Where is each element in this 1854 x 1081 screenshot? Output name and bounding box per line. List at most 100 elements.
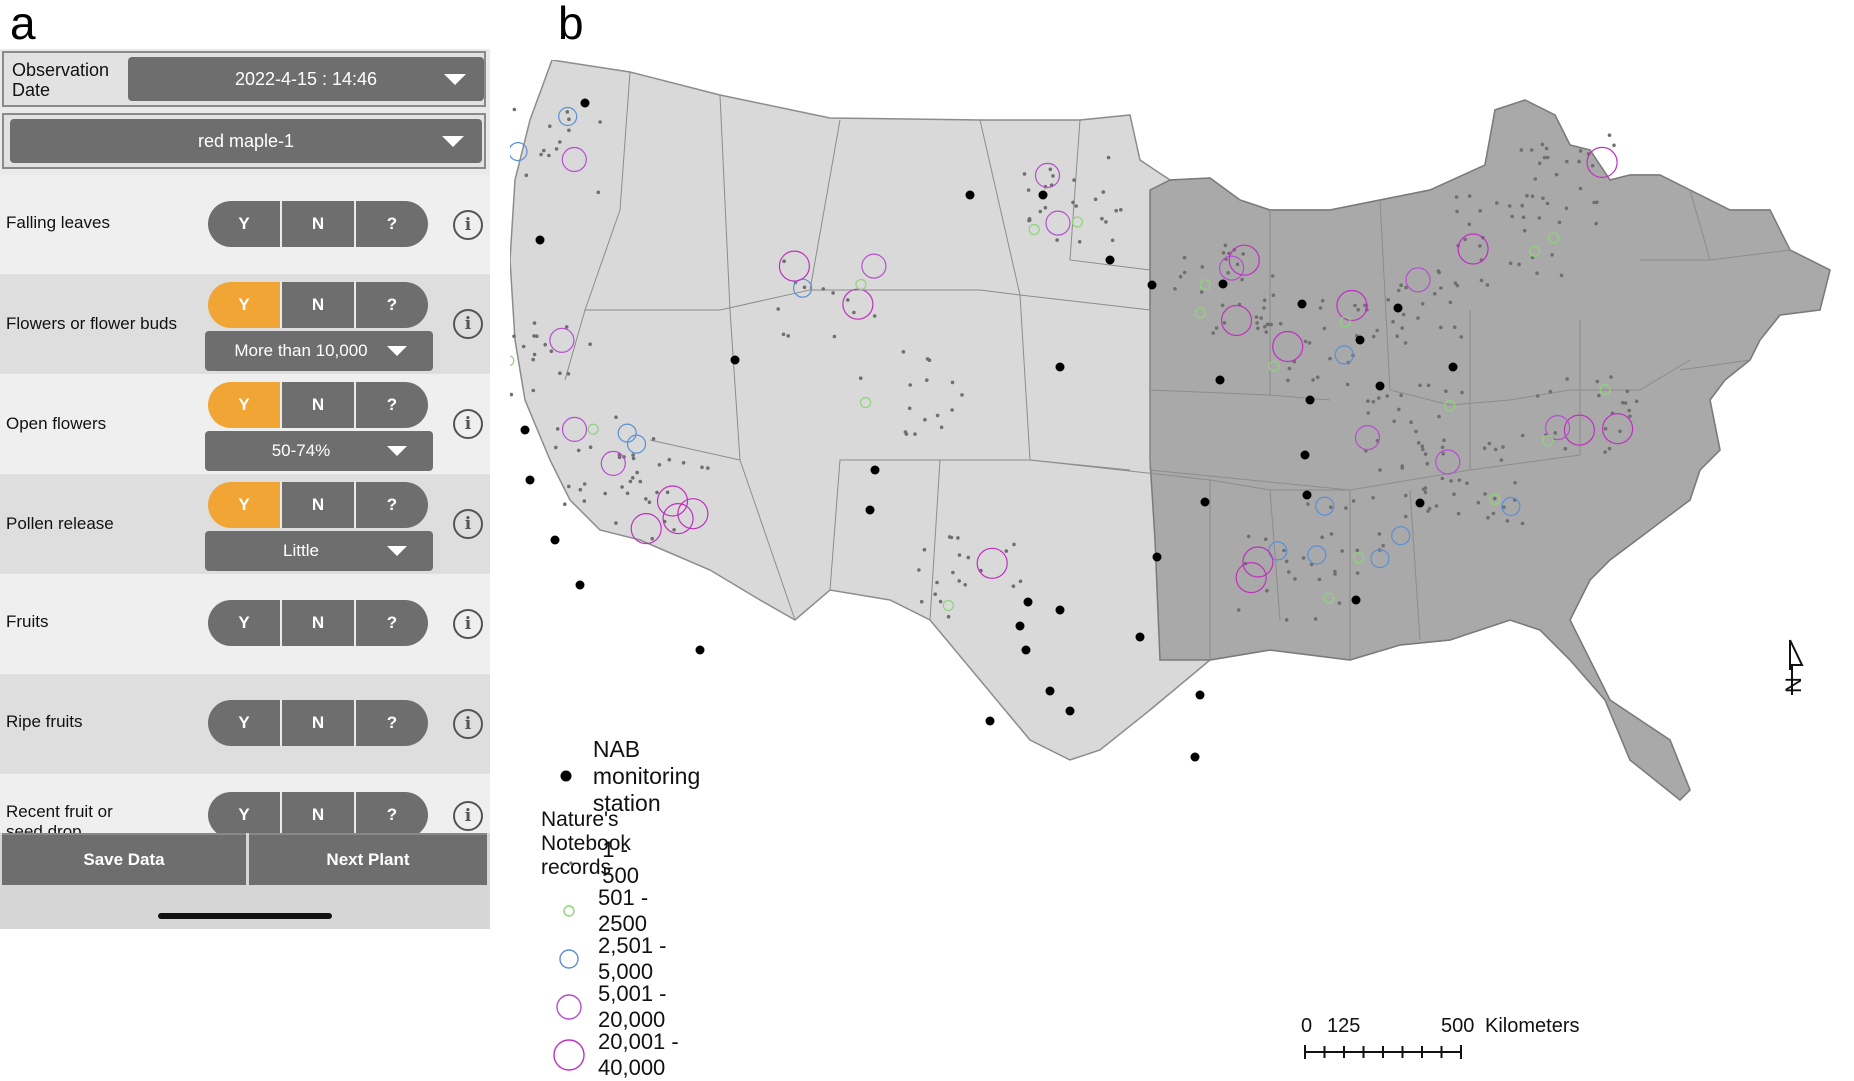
plant-dropdown[interactable]: red maple-1 — [10, 119, 482, 163]
record-point — [1311, 378, 1315, 382]
info-icon[interactable]: i — [453, 709, 483, 739]
nab-station-point — [866, 506, 875, 515]
record-point — [1272, 294, 1276, 298]
no-button[interactable]: N — [282, 282, 356, 328]
record-point — [1477, 501, 1481, 505]
info-icon[interactable]: i — [453, 210, 483, 240]
record-point — [1051, 174, 1055, 178]
observation-date-label: Observation Date — [12, 60, 122, 100]
record-point — [956, 536, 960, 540]
nab-station-point — [1056, 606, 1065, 615]
nab-station-point — [1153, 553, 1162, 562]
no-button[interactable]: N — [282, 201, 356, 247]
record-point — [1271, 274, 1275, 278]
record-point — [1285, 618, 1289, 622]
record-point — [1072, 178, 1076, 182]
no-button[interactable]: N — [282, 700, 356, 746]
record-point — [1595, 200, 1599, 204]
nab-station-point — [1376, 382, 1385, 391]
unknown-button[interactable]: ? — [356, 382, 428, 428]
info-icon[interactable]: i — [453, 509, 483, 539]
record-point — [1019, 580, 1023, 584]
record-point — [531, 358, 535, 362]
info-icon[interactable]: i — [453, 309, 483, 339]
record-point — [700, 466, 704, 470]
record-point — [1486, 516, 1490, 520]
record-point — [577, 449, 581, 453]
record-point — [786, 334, 790, 338]
unknown-button[interactable]: ? — [356, 700, 428, 746]
record-point — [513, 108, 517, 112]
record-point — [1240, 278, 1244, 282]
record-point — [629, 480, 633, 484]
phenophase-detail-dropdown[interactable]: Little — [205, 531, 433, 571]
info-icon[interactable]: i — [453, 801, 483, 831]
next-plant-button[interactable]: Next Plant — [249, 833, 487, 885]
yes-button[interactable]: Y — [208, 482, 282, 528]
record-point — [554, 446, 558, 450]
unknown-button[interactable]: ? — [356, 282, 428, 328]
record-point — [597, 191, 601, 195]
nab-station-point — [871, 466, 880, 475]
no-button[interactable]: N — [282, 382, 356, 428]
record-point — [533, 321, 537, 325]
record-point — [935, 581, 939, 585]
info-icon[interactable]: i — [453, 609, 483, 639]
no-button[interactable]: N — [282, 600, 356, 646]
yes-button[interactable]: Y — [208, 600, 282, 646]
record-point — [933, 592, 937, 596]
record-point — [1005, 549, 1009, 553]
no-button[interactable]: N — [282, 792, 356, 838]
save-data-button[interactable]: Save Data — [2, 833, 246, 885]
info-icon[interactable]: i — [453, 409, 483, 439]
record-point — [1320, 535, 1324, 539]
unknown-button[interactable]: ? — [356, 792, 428, 838]
unknown-button[interactable]: ? — [356, 600, 428, 646]
record-point — [522, 345, 526, 349]
observation-date-dropdown[interactable]: 2022-4-15 : 14:46 — [128, 57, 484, 101]
no-button[interactable]: N — [282, 482, 356, 528]
record-point — [950, 408, 954, 412]
record-point — [1328, 357, 1332, 361]
record-point — [1444, 389, 1448, 393]
record-point — [1404, 494, 1408, 498]
phenophase-detail-dropdown[interactable]: 50-74% — [205, 431, 433, 471]
record-point — [1522, 216, 1526, 220]
north-label: N — [1781, 677, 1806, 693]
record-point — [1044, 206, 1048, 210]
nab-station-point — [1303, 491, 1312, 500]
phenophase-detail-dropdown[interactable]: More than 10,000 — [205, 331, 433, 371]
record-point — [1597, 394, 1601, 398]
record-point — [1424, 491, 1428, 495]
record-point — [1039, 210, 1043, 214]
record-point — [1428, 507, 1432, 511]
unknown-button[interactable]: ? — [356, 201, 428, 247]
circle-icon — [552, 1038, 586, 1072]
record-point — [543, 343, 547, 347]
record-point — [1478, 209, 1482, 213]
record-point — [1215, 326, 1219, 330]
unknown-button[interactable]: ? — [356, 482, 428, 528]
record-point — [598, 120, 602, 124]
nab-station-point — [551, 536, 560, 545]
record-point — [1377, 396, 1381, 400]
record-point — [1111, 239, 1115, 243]
record-point — [583, 499, 587, 503]
record-point — [1510, 215, 1514, 219]
record-point — [567, 485, 571, 489]
yes-button[interactable]: Y — [208, 792, 282, 838]
record-point — [1478, 244, 1482, 248]
yes-button[interactable]: Y — [208, 382, 282, 428]
home-indicator[interactable] — [158, 913, 332, 919]
record-point — [1366, 411, 1370, 415]
yes-button[interactable]: Y — [208, 201, 282, 247]
bottom-action-bar: Save Data Next Plant — [0, 833, 490, 929]
record-point — [1222, 251, 1226, 255]
yes-button[interactable]: Y — [208, 700, 282, 746]
nab-station-point — [1191, 753, 1200, 762]
yes-button[interactable]: Y — [208, 282, 282, 328]
nab-station-point — [581, 99, 590, 108]
record-point — [1437, 271, 1441, 275]
